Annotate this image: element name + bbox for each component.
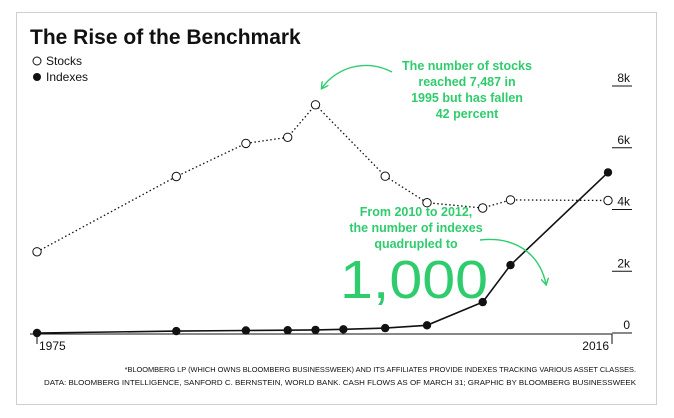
- data-point: [422, 321, 432, 330]
- data-point: [603, 195, 613, 206]
- legend-label-indexes: Indexes: [46, 70, 88, 84]
- footnote-line-2: DATA: BLOOMBERG INTELLIGENCE, SANFORD C.…: [44, 378, 636, 387]
- footnote: *BLOOMBERG LP (WHICH OWNS BLOOMBERG BUSI…: [44, 365, 636, 387]
- series-line-1: [36, 171, 609, 334]
- annotation-indexes-arrow: [479, 238, 546, 284]
- data-point: [505, 195, 516, 205]
- legend-marker-stocks: [32, 56, 42, 66]
- y-tick-label: 2k: [617, 256, 631, 270]
- legend: Stocks Indexes: [32, 54, 88, 84]
- data-point: [311, 325, 320, 335]
- annotation-stocks-line-3: 1995 but has fallen: [411, 91, 523, 105]
- annotation-stocks: The number of stocks reached 7,487 in 19…: [322, 59, 532, 121]
- data-point: [241, 326, 251, 335]
- x-tick-label: 2016: [582, 339, 609, 353]
- data-point: [171, 171, 182, 182]
- chart-frame: [16, 12, 657, 405]
- annotation-indexes-line-1: From 2010 to 2012,: [360, 205, 473, 219]
- y-tick-label: 6k: [617, 133, 631, 147]
- annotation-stocks-line-1: The number of stocks: [402, 59, 532, 73]
- annotation-stocks-line-2: reached 7,487 in: [418, 75, 515, 89]
- annotation-indexes-line-2: the number of indexes: [349, 221, 482, 235]
- data-point: [603, 168, 613, 177]
- data-point: [381, 323, 390, 333]
- data-point: [172, 326, 181, 336]
- chart-title: The Rise of the Benchmark: [30, 26, 301, 49]
- series-line-0: [36, 103, 609, 253]
- data-point: [478, 203, 488, 213]
- data-point: [422, 198, 432, 208]
- axes: 1975 2016 0 2k 4k 6k 8k: [30, 71, 632, 353]
- y-tick-label: 8k: [617, 71, 631, 85]
- annotation-indexes: From 2010 to 2012, the number of indexes…: [340, 205, 546, 310]
- annotation-stocks-line-4: 42 percent: [436, 107, 499, 121]
- annotation-stocks-arrow: [322, 64, 393, 88]
- data-point: [506, 260, 515, 270]
- data-point: [283, 132, 293, 143]
- data-point: [32, 247, 42, 257]
- y-tick-label: 4k: [617, 195, 631, 209]
- annotation-big-number: 1,000: [340, 250, 488, 310]
- x-tick-label: 1975: [39, 339, 66, 353]
- data-point: [339, 325, 348, 334]
- data-point: [283, 326, 292, 335]
- series-layer: [32, 100, 613, 338]
- y-tick-label: 0: [623, 318, 630, 332]
- data-point: [380, 171, 390, 181]
- data-point: [241, 138, 251, 149]
- annotation-indexes-line-3: quadrupled to: [374, 237, 458, 251]
- footnote-line-1: *BLOOMBERG LP (WHICH OWNS BLOOMBERG BUSI…: [125, 365, 636, 374]
- data-point: [310, 100, 321, 110]
- data-point: [478, 297, 487, 307]
- legend-label-stocks: Stocks: [46, 54, 82, 68]
- data-point: [32, 328, 42, 338]
- legend-marker-indexes: [33, 73, 41, 81]
